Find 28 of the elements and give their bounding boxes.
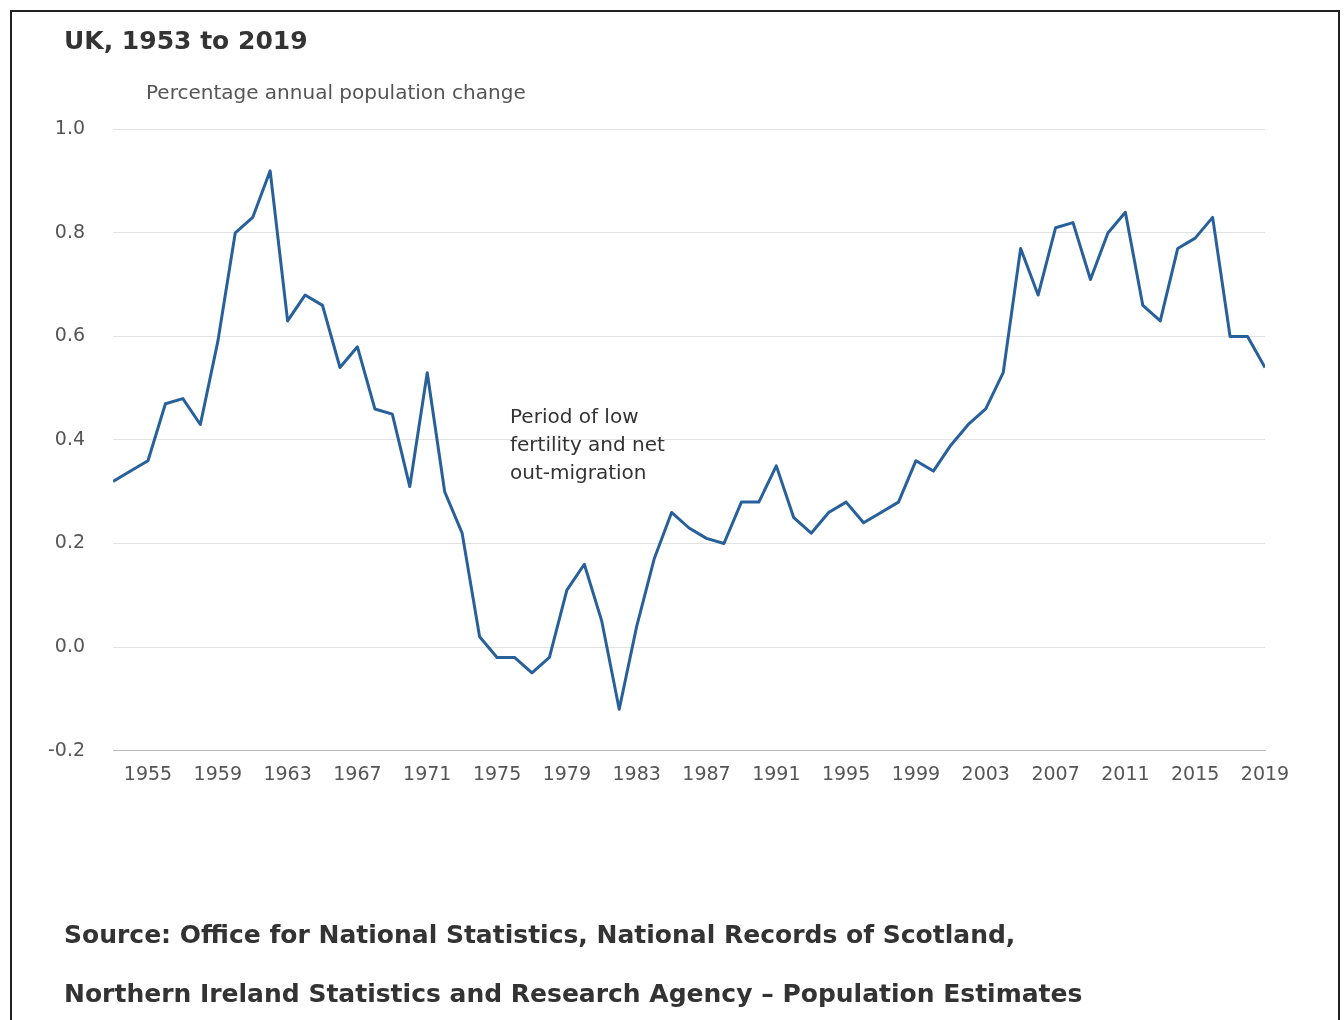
y-tick-label: 0.0 <box>54 634 86 656</box>
x-tick-label: 2015 <box>1171 761 1220 784</box>
x-tick-label: 1955 <box>123 761 173 784</box>
x-tick-label: 1991 <box>752 761 801 784</box>
x-tick-label: 1959 <box>193 761 242 784</box>
y-tick-label: 0.6 <box>54 323 86 346</box>
x-tick-label: 2003 <box>961 761 1010 784</box>
y-tick-label: 0.8 <box>54 219 86 242</box>
x-tick-label: 1967 <box>333 761 382 784</box>
text: Source: Office for National Statistics, National Records of Scotland, Northern Ireland Statistics and Research Agency – Population Estimates <box>64 920 1083 1008</box>
y-tick-label: -0.2 <box>47 737 86 760</box>
x-tick-label: 2019 <box>1240 761 1290 784</box>
x-tick-label: 1999 <box>891 761 941 784</box>
y-tick-label: 1.0 <box>54 116 86 139</box>
y-tick-label: 0.2 <box>54 530 86 553</box>
x-tick-label: 1995 <box>821 761 871 784</box>
x-tick-label: 1979 <box>542 761 592 784</box>
x-tick-label: 2007 <box>1031 761 1080 784</box>
x-tick-label: 1963 <box>263 761 312 784</box>
x-tick-label: 1987 <box>682 761 731 784</box>
annotation: Period of low fertility and net out-migration <box>510 403 665 486</box>
y-axis-title: Percentage annual population change <box>146 80 526 104</box>
chart-title: UK, 1953 to 2019 <box>64 26 308 55</box>
x-tick-label: 1975 <box>472 761 522 784</box>
y-tick-label: 0.4 <box>54 426 86 449</box>
x-tick-label: 1971 <box>403 761 452 784</box>
x-tick-label: 2011 <box>1101 761 1150 784</box>
x-tick-label: 1983 <box>612 761 661 784</box>
